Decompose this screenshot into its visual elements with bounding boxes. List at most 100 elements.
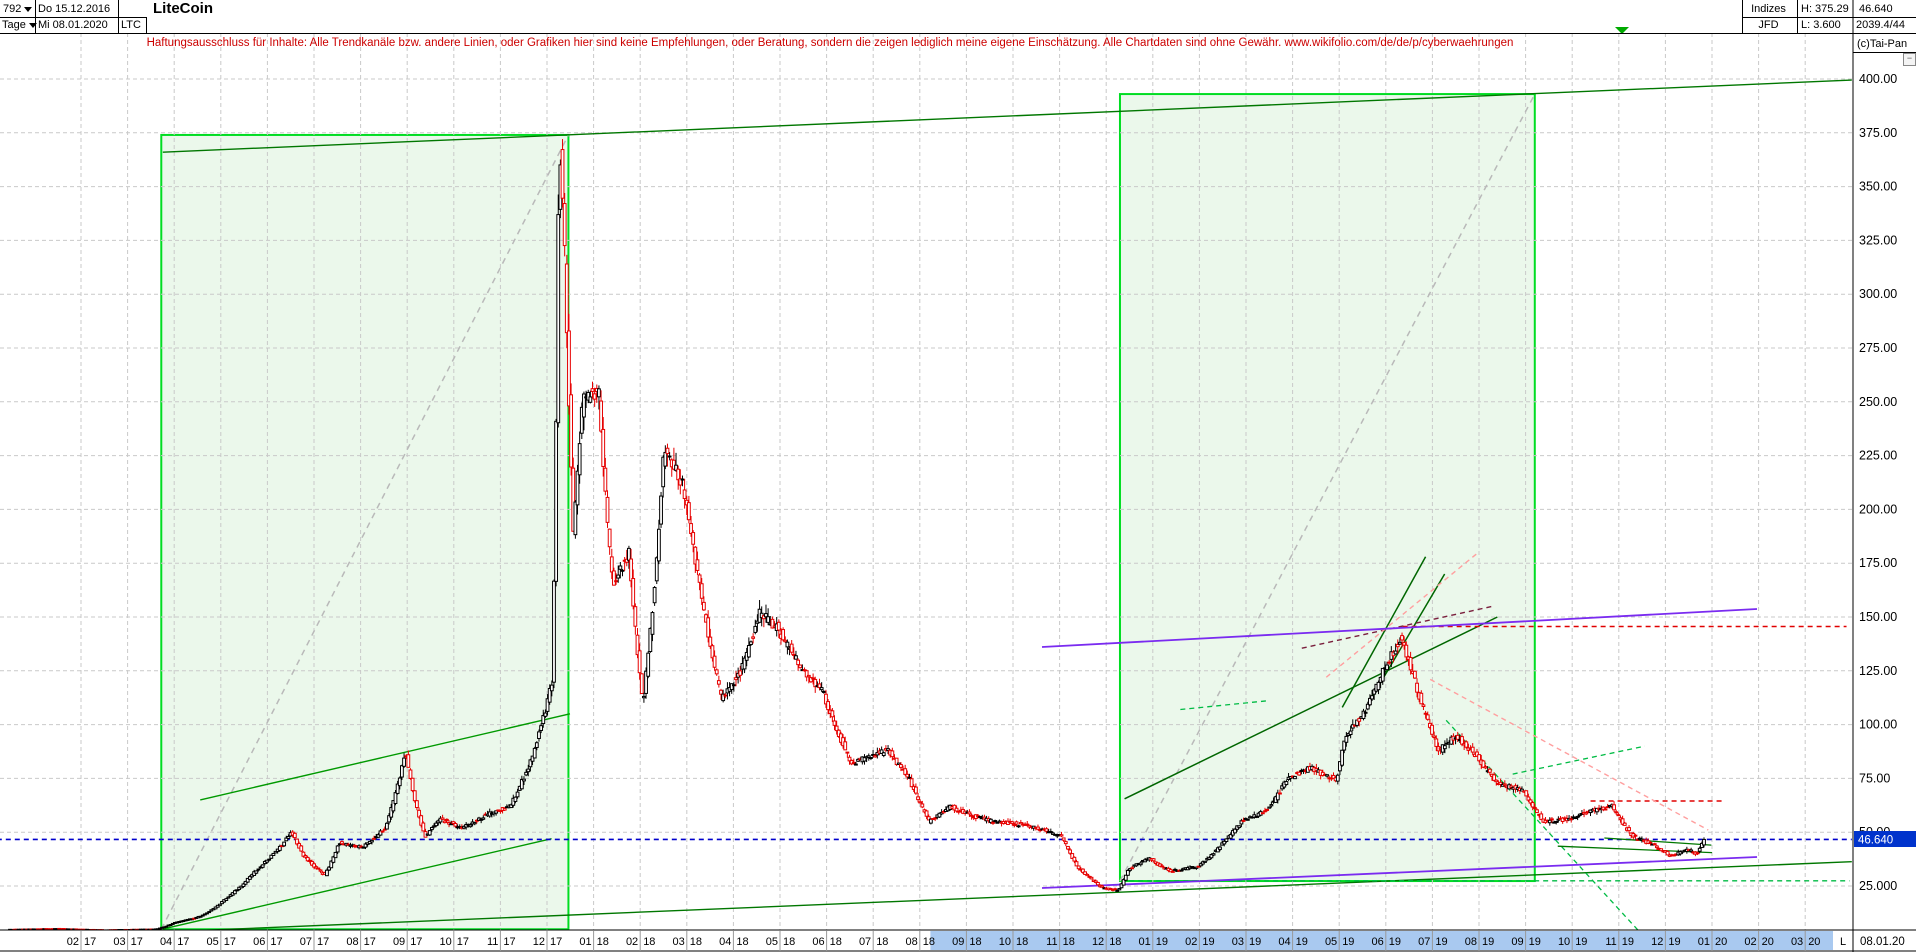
candle-body: [468, 824, 473, 828]
candle-body: [310, 860, 314, 866]
high-value: H: 375.29: [1801, 3, 1849, 15]
candle-body: [1616, 814, 1621, 817]
candle-body: [1059, 834, 1064, 837]
candle-body: [1014, 821, 1019, 825]
candle-body: [513, 796, 518, 802]
candle-body: [1697, 847, 1702, 852]
bars-count-dropdown[interactable]: 792: [3, 2, 33, 16]
candle-body: [1654, 845, 1659, 849]
candle-body: [247, 876, 252, 880]
month-label: 18: [736, 936, 748, 948]
symbol-label: LTC: [121, 19, 141, 31]
low-value: L: 3.600: [1801, 19, 1841, 31]
candle-body: [1121, 879, 1126, 886]
candle-body: [209, 909, 214, 912]
candle-body: [564, 263, 569, 334]
month-label: 20: [1808, 936, 1820, 948]
month-label: 12: [1651, 936, 1663, 948]
candle-body: [241, 883, 246, 887]
candle-body: [875, 752, 880, 756]
volume-value: 2039.4/44: [1856, 19, 1905, 31]
candle-body: [243, 880, 248, 885]
candle-body: [427, 830, 432, 836]
candle-body: [552, 580, 556, 683]
candle-body: [843, 741, 848, 751]
instrument-title: LiteCoin: [153, 0, 213, 17]
candle-body: [528, 759, 533, 768]
candle-body: [881, 752, 886, 756]
candle-body: [1018, 822, 1023, 825]
candle-body: [629, 558, 633, 582]
minimize-button[interactable]: −: [1903, 53, 1916, 66]
candle-body: [659, 495, 663, 525]
candle-body: [682, 489, 687, 500]
candle-body: [1100, 885, 1105, 888]
candle-body: [916, 796, 920, 801]
candle-body: [1278, 792, 1282, 795]
candle-body: [429, 827, 434, 831]
candle-body: [1430, 724, 1434, 735]
candle-body: [1096, 881, 1100, 886]
candle-body: [1209, 854, 1214, 859]
candle-body: [200, 914, 205, 917]
candle-body: [899, 763, 903, 768]
axis-end-date: 08.01.20: [1860, 936, 1905, 948]
candle-body: [434, 822, 439, 827]
candle-body: [1085, 873, 1090, 877]
candle-body: [1689, 849, 1694, 852]
candle-body: [1532, 806, 1537, 809]
candle-body: [1194, 866, 1199, 869]
candle-body: [896, 762, 901, 765]
candle-body: [719, 689, 723, 695]
candle-body: [1483, 766, 1488, 769]
candle-body: [217, 903, 222, 907]
candle-body: [1044, 828, 1049, 832]
candle-body: [1025, 823, 1030, 826]
price-tick-label: 75.00: [1859, 771, 1890, 785]
candle-body: [783, 639, 788, 643]
month-label: 18: [597, 936, 609, 948]
month-label: 05: [207, 936, 219, 948]
candle-body: [554, 420, 559, 582]
candle-body: [642, 695, 646, 699]
candle-body: [337, 843, 342, 846]
candle-body: [224, 898, 229, 901]
candle-body: [1119, 883, 1124, 889]
month-label: 10: [999, 936, 1011, 948]
candle-body: [1355, 719, 1359, 726]
candle-body: [1196, 865, 1201, 868]
candle-body: [794, 655, 798, 660]
candle-body: [746, 645, 751, 658]
candle-body: [592, 393, 597, 400]
candle-body: [913, 786, 918, 794]
candle-body: [1603, 808, 1608, 811]
candle-body: [400, 765, 404, 778]
candle-body: [415, 800, 419, 808]
month-label: 17: [177, 936, 189, 948]
channel-2017-lower: [162, 837, 552, 930]
candle-body: [1241, 819, 1246, 822]
candle-body: [245, 877, 250, 883]
candle-body: [519, 779, 524, 790]
candle-body: [1509, 785, 1514, 788]
candle-body: [845, 751, 850, 754]
candle-body: [1061, 837, 1066, 841]
candle-body: [819, 687, 824, 691]
month-label: 18: [1109, 936, 1121, 948]
period-dropdown[interactable]: Tage: [2, 18, 37, 32]
candle-body: [978, 816, 983, 819]
candle-body: [716, 680, 721, 685]
date-from-field[interactable]: Do 15.12.2016: [38, 3, 111, 15]
date-to-field[interactable]: Mi 08.01.2020: [38, 19, 108, 31]
candle-body: [1498, 781, 1503, 785]
candle-body: [599, 400, 603, 432]
candle-body: [1198, 863, 1203, 867]
candle-body: [1275, 792, 1280, 801]
candle-body: [723, 694, 728, 697]
candle-body: [804, 670, 809, 678]
month-label: 03: [113, 936, 125, 948]
candle-body: [213, 906, 218, 910]
candle-body: [1575, 815, 1580, 818]
candle-body: [387, 815, 391, 823]
